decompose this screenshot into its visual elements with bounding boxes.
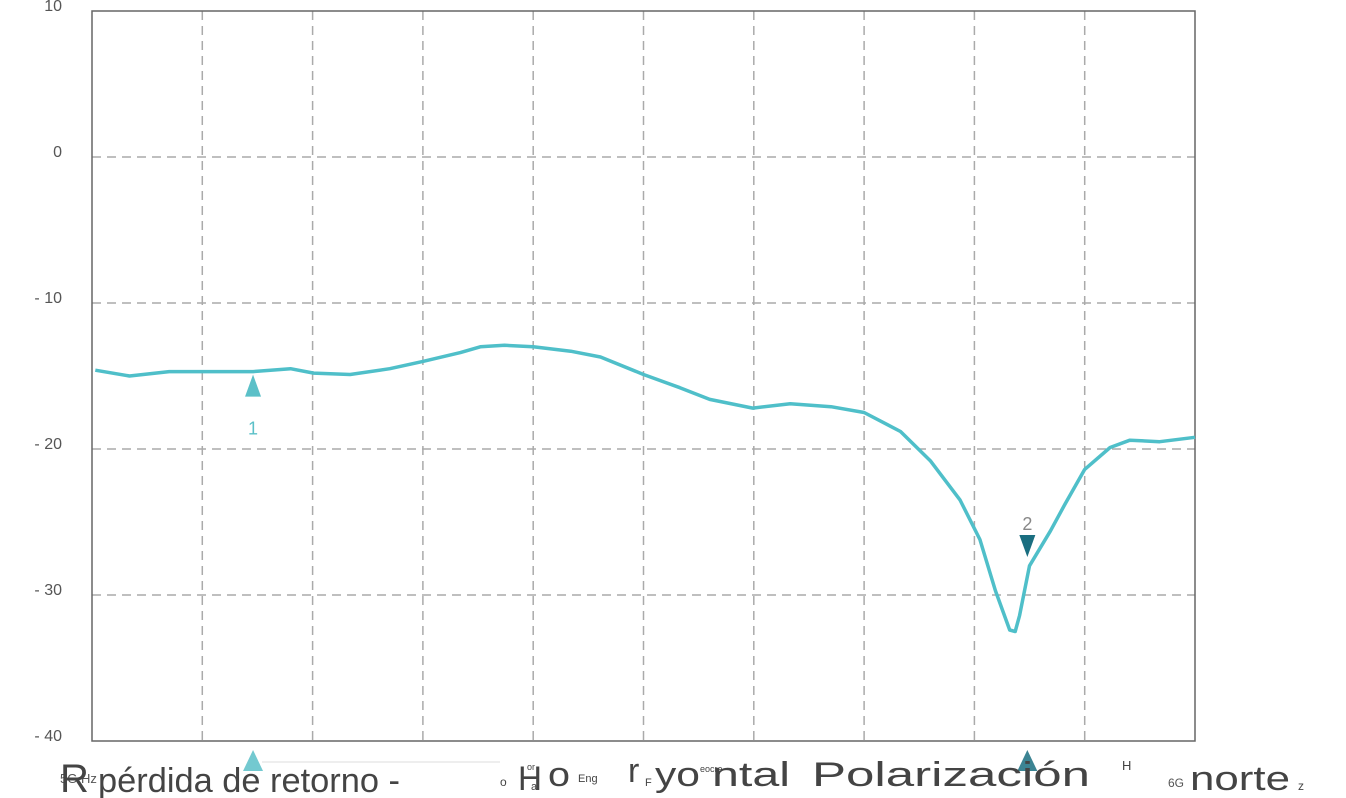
x-axis-label: norte bbox=[1190, 760, 1290, 798]
x-axis-label: R bbox=[60, 757, 89, 798]
x-axis-label: H bbox=[518, 760, 542, 798]
x-axis-label: H bbox=[1122, 758, 1131, 773]
x-axis-label: pérdida de retorno - bbox=[98, 762, 400, 798]
x-tick-label: 6G bbox=[1168, 776, 1184, 790]
x-axis-label: F bbox=[645, 777, 652, 789]
x-axis-label: or bbox=[527, 762, 535, 772]
y-tick-label: - 20 bbox=[34, 436, 62, 453]
line-series bbox=[95, 343, 1196, 634]
marker-label: 2 bbox=[1022, 514, 1032, 534]
y-tick-label: - 40 bbox=[34, 728, 62, 745]
x-axis-label: r bbox=[628, 752, 639, 790]
marker bbox=[1019, 534, 1036, 557]
marker-label: 1 bbox=[248, 419, 258, 439]
x-axis-label: z bbox=[1298, 779, 1304, 793]
x-axis-label: ntal bbox=[712, 756, 790, 794]
y-tick-label: 10 bbox=[44, 0, 62, 15]
x-axis-label: eocre bbox=[700, 764, 723, 774]
x-axis-label: o bbox=[500, 775, 507, 789]
marker-indicator bbox=[243, 750, 264, 771]
y-tick-label: - 10 bbox=[34, 290, 62, 307]
marker bbox=[245, 374, 262, 397]
x-axis-label: a bbox=[531, 781, 538, 793]
x-axis-label: o bbox=[548, 756, 570, 794]
y-tick-label: - 30 bbox=[34, 582, 62, 599]
x-axis-label: yo bbox=[655, 756, 700, 794]
y-tick-label: 0 bbox=[53, 144, 62, 161]
x-axis-label: Polarización bbox=[812, 756, 1090, 794]
marker-indicator bbox=[1017, 750, 1038, 771]
x-tick-label: 5G Hz bbox=[60, 771, 97, 786]
x-axis-label: Eng bbox=[578, 773, 598, 785]
plot-frame bbox=[91, 10, 1196, 742]
